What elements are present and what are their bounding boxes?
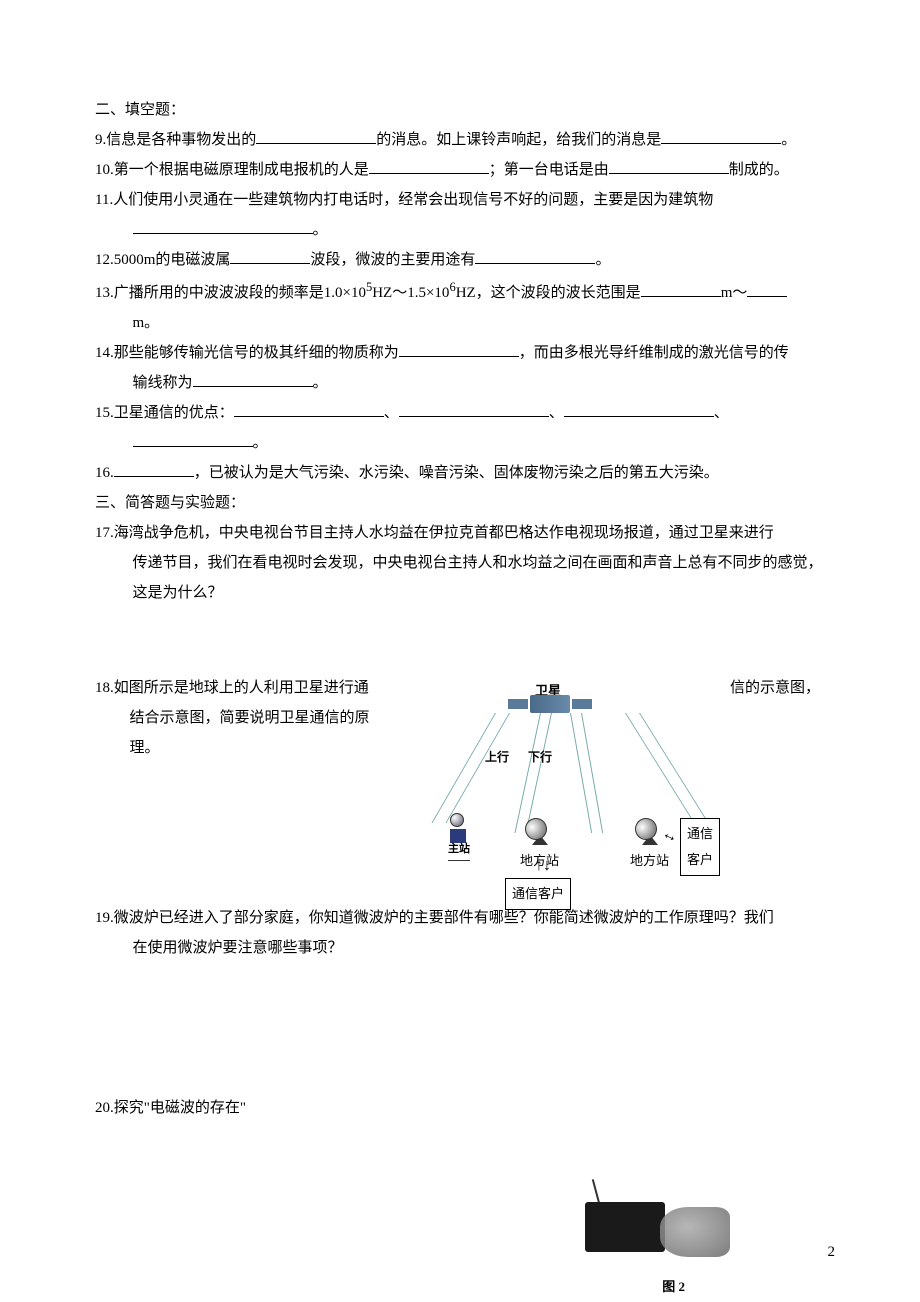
page-number: 2: [828, 1237, 836, 1267]
q9-mid: 的消息。如上课铃声响起，给我们的消息是: [376, 132, 661, 148]
q16-suffix: ，已被认为是大气污染、水污染、噪音污染、固体废物污染之后的第五大污染。: [194, 465, 719, 481]
q9-suffix: 。: [781, 132, 796, 148]
q12-blank-2: [475, 249, 595, 264]
client-box-2: 通信客户: [680, 818, 720, 876]
q9-blank-2: [661, 129, 781, 144]
ground-station-1-icon: [525, 818, 555, 843]
arrow-updown-icon: ↑↓: [535, 858, 551, 874]
q13-blank-2: [747, 282, 787, 297]
question-13-line2: m。: [95, 308, 840, 338]
q15-prefix: 15.卫星通信的优点：: [95, 405, 234, 421]
question-16: 16. ，已被认为是大气污染、水污染、噪音污染、固体废物污染之后的第五大污染。: [95, 458, 840, 488]
q12-prefix: 12.5000m的电磁波属: [95, 252, 230, 268]
q11-blank: [133, 219, 313, 234]
q16-prefix: 16.: [95, 465, 114, 481]
q13-blank-1: [641, 282, 721, 297]
master-station-label: 主站: [448, 838, 470, 861]
q17-l3: 这是为什么？: [133, 585, 223, 601]
q13-unit2: m。: [133, 315, 160, 331]
question-17-line2: 传递节目，我们在看电视时会发现，中央电视台主持人和水均益之间在画面和声音上总有不…: [95, 548, 840, 578]
q15-blank-2: [399, 402, 549, 417]
question-11: 11.人们使用小灵通在一些建筑物内打电话时，经常会出现信号不好的问题，主要是因为…: [95, 185, 840, 215]
q17-line1: 17.海湾战争危机，中央电视台节目主持人水均益在伊拉克首都巴格达作电视现场报道，…: [95, 525, 774, 541]
q17-l2: 传递节目，我们在看电视时会发现，中央电视台主持人和水均益之间在画面和声音上总有不…: [133, 555, 823, 571]
question-14: 14.那些能够传输光信号的极其纤细的物质称为 ，而由多根光导纤维制成的激光信号的传: [95, 338, 840, 368]
question-15: 15.卫星通信的优点： 、 、 、: [95, 398, 840, 428]
q11-suffix: 。: [313, 222, 328, 238]
q10-blank-1: [369, 159, 489, 174]
q16-blank: [114, 462, 194, 477]
uplink-label: 上行: [485, 745, 509, 769]
q15-blank-4: [133, 432, 253, 447]
q14-line2-prefix: 输线称为: [133, 375, 193, 391]
section-2-title: 二、填空题：: [95, 95, 840, 125]
q15-blank-1: [234, 402, 384, 417]
q15-blank-3: [564, 402, 714, 417]
question-17-line3: 这是为什么？: [95, 578, 840, 608]
radio-antenna-icon: [592, 1179, 600, 1204]
beam-4: [625, 713, 709, 823]
q15-sep3: 、: [714, 405, 729, 421]
q10-prefix: 10.第一个根据电磁原理制成电报机的人是: [95, 162, 369, 178]
q12-mid: 波段，微波的主要用途有: [310, 252, 475, 268]
downlink-label: 下行: [528, 745, 552, 769]
question-12: 12.5000m的电磁波属 波段，微波的主要用途有 。: [95, 245, 840, 275]
question-19-line2: 在使用微波炉要注意哪些事项？: [95, 933, 840, 963]
q18-left-line1: 18.如图所示是地球上的人利用卫星进行通: [95, 673, 370, 703]
beam-2: [514, 713, 552, 833]
q15-sep2: 、: [549, 405, 564, 421]
q9-blank-1: [256, 129, 376, 144]
q15-sep1: 、: [384, 405, 399, 421]
figure-2-caption: 图 2: [662, 1274, 685, 1300]
q10-suffix: 制成的。: [729, 162, 789, 178]
q14-line1-suffix: ，而由多根光导纤维制成的激光信号的传: [519, 345, 789, 361]
q10-mid: ；第一台电话是由: [489, 162, 609, 178]
hand-icon: [660, 1207, 730, 1257]
q12-suffix: 。: [595, 252, 610, 268]
q19-l2: 在使用微波炉要注意哪些事项？: [133, 940, 343, 956]
q19-line1: 19.微波炉已经进入了部分家庭，你知道微波炉的主要部件有哪些？你能简述微波炉的工…: [95, 910, 774, 926]
q12-blank-1: [230, 249, 310, 264]
beam-3: [570, 713, 603, 833]
satellite-icon: [530, 695, 570, 713]
section-3-title: 三、简答题与实验题：: [95, 488, 840, 518]
question-9: 9.信息是各种事物发出的 的消息。如上课铃声响起，给我们的消息是 。: [95, 125, 840, 155]
question-11-line2: 。: [95, 215, 840, 245]
q18-left-line2: 结合示意图，简要说明卫星通信的原理。: [95, 703, 370, 763]
question-10: 10.第一个根据电磁原理制成电报机的人是 ；第一台电话是由 制成的。: [95, 155, 840, 185]
q14-line1: 14.那些能够传输光信号的极其纤细的物质称为: [95, 345, 399, 361]
q11-line1: 11.人们使用小灵通在一些建筑物内打电话时，经常会出现信号不好的问题，主要是因为…: [95, 192, 713, 208]
question-13: 13.广播所用的中波波波段的频率是1.0×105HZ～1.5×106HZ，这个波…: [95, 275, 840, 308]
question-19: 19.微波炉已经进入了部分家庭，你知道微波炉的主要部件有哪些？你能简述微波炉的工…: [95, 903, 840, 933]
q13-prefix: 13.广播所用的中波波波段的频率是1.0×10: [95, 285, 366, 301]
q14-line2-suffix: 。: [313, 375, 328, 391]
question-20: 20.探究"电磁波的存在": [95, 1093, 840, 1123]
q13-unit1: m～: [721, 285, 748, 301]
figure-2-image: [580, 1182, 730, 1272]
q9-prefix: 9.信息是各种事物发出的: [95, 132, 256, 148]
satellite-diagram: 卫星 上行 下行 主站 地方站 地方站 ↑↓ ↔ 通信客户 通信客户: [380, 673, 720, 883]
q14-blank-1: [399, 342, 519, 357]
client-box-1: 通信客户: [505, 878, 571, 910]
radio-box-icon: [585, 1202, 665, 1252]
q10-blank-2: [609, 159, 729, 174]
q18-right: 信的示意图，: [730, 673, 840, 703]
q13-mid: HZ～1.5×10: [372, 285, 449, 301]
question-15-line2: 。: [95, 428, 840, 458]
q13-mid2: HZ，这个波段的波长范围是: [456, 285, 641, 301]
q15-suffix: 。: [253, 435, 268, 451]
question-14-line2: 输线称为 。: [95, 368, 840, 398]
question-17: 17.海湾战争危机，中央电视台节目主持人水均益在伊拉克首都巴格达作电视现场报道，…: [95, 518, 840, 548]
ground-station-2-label: 地方站: [630, 848, 669, 874]
q14-blank-2: [193, 372, 313, 387]
question-18: 18.如图所示是地球上的人利用卫星进行通 结合示意图，简要说明卫星通信的原理。 …: [95, 673, 840, 883]
